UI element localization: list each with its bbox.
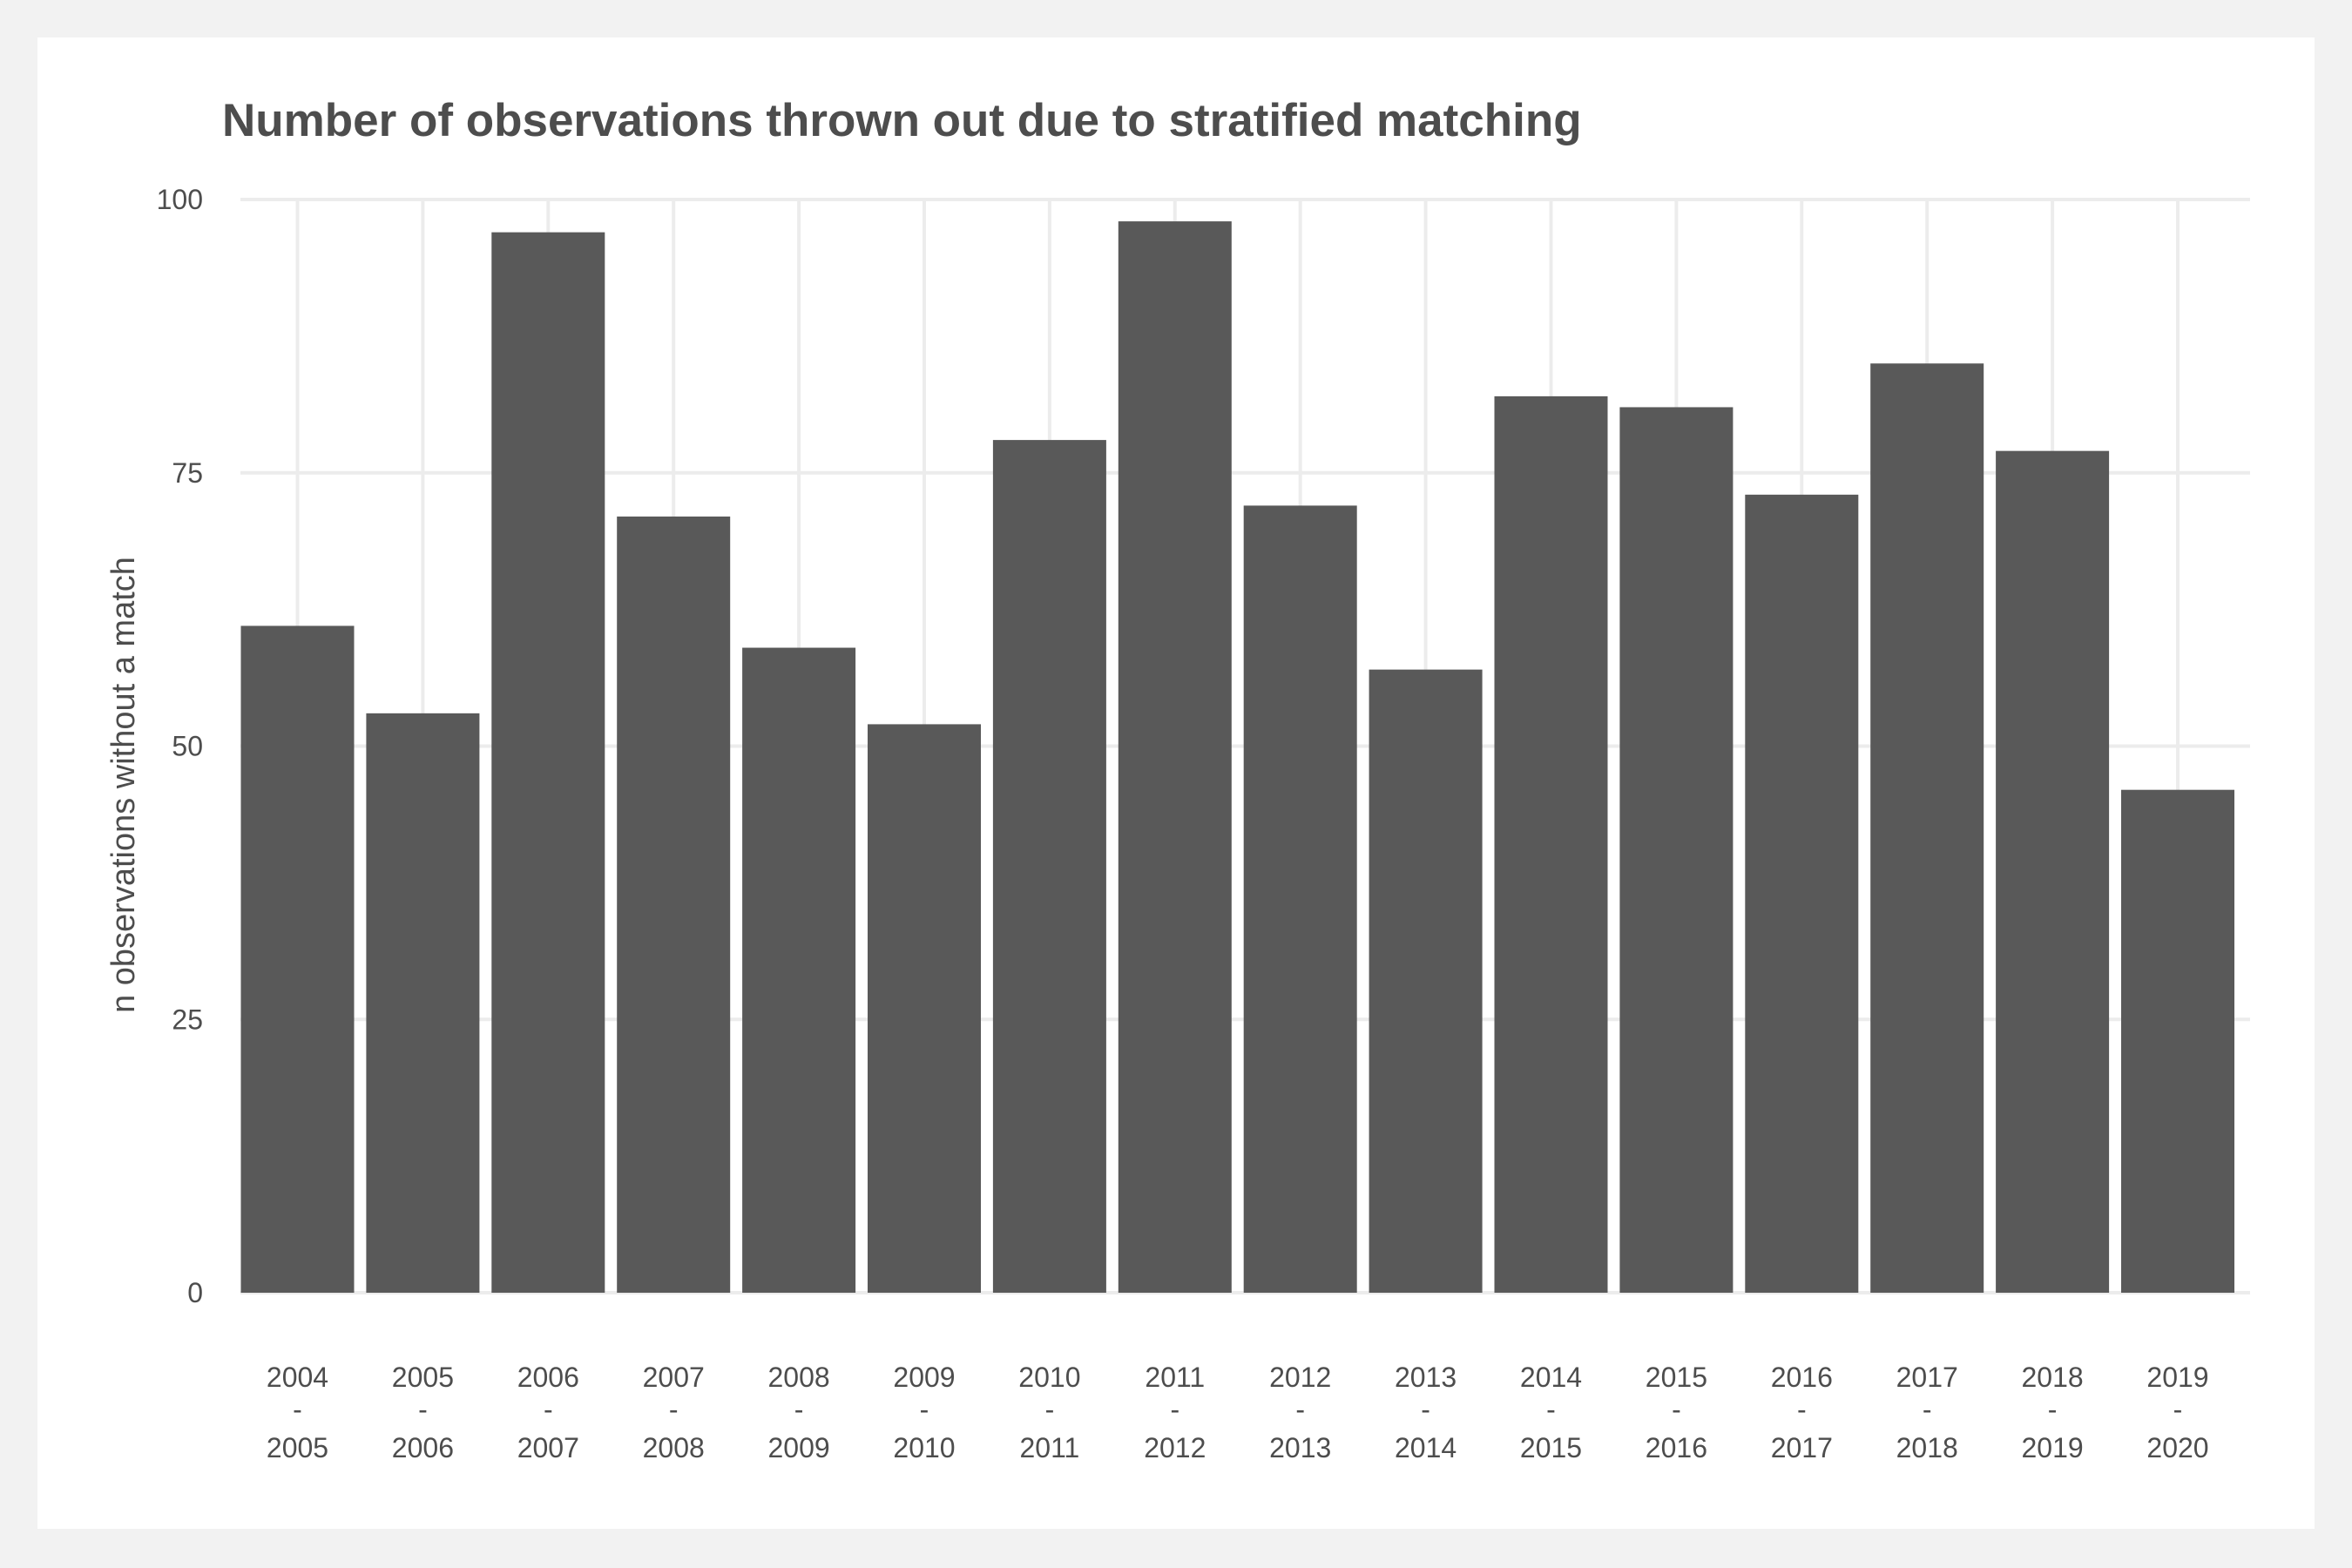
x-tick-label: 2007: [643, 1362, 705, 1393]
bar: [1745, 494, 1859, 1293]
x-tick-label: -: [2048, 1394, 2058, 1425]
bar: [1619, 407, 1734, 1293]
x-tick-label: -: [794, 1394, 804, 1425]
bar: [868, 724, 981, 1293]
y-tick-label: 50: [172, 731, 203, 762]
bar: [617, 516, 731, 1293]
x-tick-label: 2013: [1395, 1362, 1456, 1393]
bars: [240, 221, 2234, 1294]
bar: [240, 625, 355, 1293]
bar: [992, 440, 1106, 1294]
bar: [1369, 669, 1483, 1293]
x-tick-label: -: [1421, 1394, 1430, 1425]
x-tick-label: 2017: [1896, 1362, 1958, 1393]
x-tick-label: -: [418, 1394, 428, 1425]
x-tick-label: 2014: [1395, 1432, 1456, 1463]
x-tick-label: 2016: [1646, 1432, 1707, 1463]
x-tick-label: 2007: [517, 1432, 579, 1463]
x-tick-label: 2006: [517, 1362, 579, 1393]
x-tick-label: -: [920, 1394, 929, 1425]
bar: [1494, 395, 1608, 1293]
y-axis-ticks: 0 25 50 75 100: [157, 184, 203, 1308]
x-tick-label: 2017: [1771, 1432, 1833, 1463]
bar: [1118, 221, 1232, 1294]
x-tick-label: 2015: [1646, 1362, 1707, 1393]
bar: [1243, 505, 1357, 1293]
y-tick-label: 0: [187, 1277, 203, 1308]
y-tick-label: 100: [157, 184, 203, 215]
x-tick-label: 2018: [2022, 1362, 2084, 1393]
x-tick-label: 2009: [768, 1432, 830, 1463]
x-tick-label: 2008: [643, 1432, 705, 1463]
x-tick-label: 2009: [893, 1362, 955, 1393]
x-tick-label: -: [2173, 1394, 2183, 1425]
x-tick-label: -: [1797, 1394, 1807, 1425]
x-tick-label: 2012: [1269, 1362, 1331, 1393]
x-tick-label: 2010: [893, 1432, 955, 1463]
x-tick-label: -: [293, 1394, 302, 1425]
x-tick-label: 2012: [1144, 1432, 1206, 1463]
x-tick-label: 2019: [2146, 1362, 2208, 1393]
x-tick-label: -: [1923, 1394, 1932, 1425]
x-tick-label: -: [1546, 1394, 1556, 1425]
x-tick-label: 2011: [1145, 1362, 1205, 1393]
x-tick-label: -: [1170, 1394, 1179, 1425]
bar: [1870, 363, 1984, 1293]
x-tick-label: 2020: [2146, 1432, 2208, 1463]
x-tick-label: -: [1045, 1394, 1055, 1425]
x-tick-label: 2018: [1896, 1432, 1958, 1463]
x-tick-label: 2014: [1520, 1362, 1582, 1393]
x-tick-label: -: [1295, 1394, 1305, 1425]
x-tick-label: 2019: [2022, 1432, 2084, 1463]
y-tick-label: 25: [172, 1004, 203, 1035]
y-axis-label: n observations without a match: [105, 557, 142, 1013]
bar: [2121, 789, 2234, 1293]
x-tick-label: -: [544, 1394, 553, 1425]
x-tick-label: 2008: [768, 1362, 830, 1393]
x-tick-label: 2005: [267, 1432, 328, 1463]
x-tick-label: -: [669, 1394, 679, 1425]
x-tick-label: 2016: [1771, 1362, 1833, 1393]
x-tick-label: 2004: [267, 1362, 328, 1393]
x-tick-label: 2010: [1018, 1362, 1080, 1393]
x-tick-label: 2015: [1520, 1432, 1582, 1463]
x-tick-label: 2005: [392, 1362, 454, 1393]
x-axis-ticks: 2004-20052005-20062006-20072007-20082008…: [267, 1362, 2209, 1463]
bar: [366, 713, 480, 1293]
x-tick-label: 2011: [1019, 1432, 1079, 1463]
x-tick-label: 2006: [392, 1432, 454, 1463]
x-tick-label: 2013: [1269, 1432, 1331, 1463]
bar: [742, 647, 856, 1293]
bar: [1996, 450, 2110, 1293]
bar: [491, 232, 605, 1293]
chart-title: Number of observations thrown out due to…: [222, 95, 1582, 146]
y-tick-label: 75: [172, 457, 203, 489]
bar-chart: Number of observations thrown out due to…: [105, 95, 2250, 1463]
x-tick-label: -: [1672, 1394, 1681, 1425]
chart-card: Number of observations thrown out due to…: [37, 37, 2315, 1529]
